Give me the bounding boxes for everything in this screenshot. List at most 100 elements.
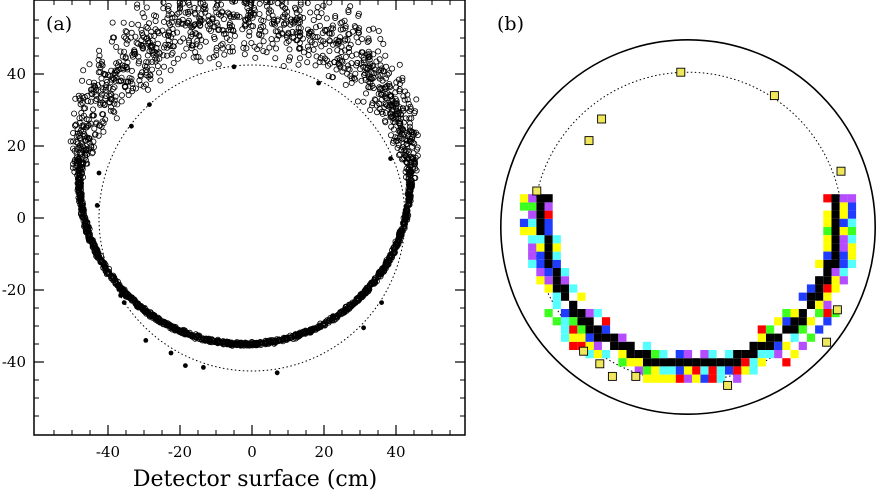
pixel-hit	[823, 284, 832, 293]
open-circle-point	[226, 339, 233, 346]
open-circle-point	[92, 248, 99, 255]
open-circle-point	[77, 101, 84, 108]
open-circle-point	[345, 7, 352, 14]
open-circle-point	[295, 29, 302, 36]
open-circle-point	[360, 59, 367, 66]
pixel-hit	[806, 317, 816, 326]
open-circle-point	[81, 94, 88, 101]
open-circle-point	[398, 228, 405, 235]
pixel-hit	[790, 317, 799, 326]
open-circle-point	[93, 86, 100, 93]
pixel-hit	[847, 227, 857, 236]
pixel-hit	[823, 218, 832, 227]
pixel-hit	[847, 259, 857, 268]
pixel-hit	[593, 325, 602, 334]
pixel-hit	[716, 358, 725, 367]
open-circle-point	[227, 14, 234, 21]
pixel-hit	[790, 309, 799, 318]
open-circle-point	[79, 211, 86, 218]
open-circle-point	[190, 54, 197, 61]
open-circle-point	[128, 21, 135, 28]
open-circle-point	[408, 115, 415, 122]
open-circle-point	[258, 17, 265, 24]
open-circle-point	[317, 320, 324, 327]
open-circle-point	[354, 295, 361, 302]
pixel-hit	[544, 227, 553, 236]
pixel-hit	[683, 350, 693, 359]
open-circle-point	[70, 129, 77, 136]
open-circle-point	[164, 321, 171, 328]
open-circle-point	[342, 36, 349, 43]
open-circle-point	[197, 58, 204, 65]
open-circle-point	[166, 29, 173, 36]
open-circle-point	[230, 13, 237, 20]
open-circle-point	[193, 53, 200, 60]
open-circle-point	[86, 232, 93, 239]
open-circle-point	[219, 45, 226, 52]
open-circle-point	[157, 77, 164, 84]
pixel-hit	[528, 243, 537, 252]
pixel-hit	[839, 235, 848, 244]
open-circle-point	[296, 16, 303, 23]
pixel-hit	[831, 251, 840, 260]
open-circle-point	[358, 49, 365, 56]
open-circle-point	[366, 281, 373, 288]
pixel-hit	[823, 243, 832, 252]
open-circle-point	[226, 10, 233, 17]
filled-point	[388, 156, 393, 162]
open-circle-point	[402, 149, 409, 156]
filled-point	[118, 293, 123, 298]
pixel-hit	[823, 259, 832, 268]
pixel-hit	[692, 358, 701, 367]
open-circle-point	[318, 10, 325, 17]
open-circle-point	[102, 263, 109, 270]
open-circle-point	[398, 130, 405, 137]
pixel-hit	[749, 358, 758, 367]
open-circle-point	[151, 32, 158, 39]
pixel-hit	[823, 276, 832, 285]
open-circle-point	[167, 67, 174, 74]
open-circle-point	[81, 221, 88, 228]
pixel-hit	[749, 366, 758, 375]
pixel-hit	[626, 350, 635, 359]
open-circle-point	[347, 41, 354, 48]
open-circle-point	[402, 146, 409, 153]
open-circle-point	[282, 20, 289, 27]
pixel-hit	[577, 341, 586, 350]
open-circle-point	[99, 62, 106, 69]
open-circle-point	[324, 62, 331, 69]
open-circle-point	[312, 34, 319, 41]
open-circle-point	[75, 92, 82, 99]
open-circle-point	[143, 64, 150, 71]
open-circle-point	[100, 128, 107, 135]
open-circle-point	[375, 48, 382, 55]
pixel-hit	[618, 350, 627, 359]
open-circle-point	[222, 30, 229, 37]
open-circle-point	[122, 55, 129, 62]
pixel-hit	[774, 350, 783, 359]
open-circle-point	[358, 52, 365, 59]
pixel-hit	[823, 235, 832, 244]
pixel-hit	[675, 350, 684, 359]
open-circle-point	[80, 210, 87, 217]
pixel-hit	[782, 317, 791, 326]
pixel-hit	[560, 284, 570, 293]
pixel-hit	[552, 276, 561, 285]
filled-point	[143, 338, 149, 343]
open-circle-point	[396, 88, 403, 95]
pixel-hit	[651, 358, 660, 367]
pixel-hit	[634, 358, 643, 367]
open-circle-point	[121, 63, 128, 70]
open-circle-point	[202, 38, 209, 45]
pixel-hit	[765, 333, 775, 342]
open-circle-point	[362, 90, 369, 97]
open-circle-point	[218, 12, 225, 19]
pixel-hit	[536, 251, 545, 260]
open-circle-point	[364, 70, 371, 77]
open-circle-point	[399, 105, 406, 112]
open-circle-point	[397, 115, 404, 122]
open-circle-point	[355, 39, 362, 46]
pixel-hit	[774, 341, 783, 350]
pixel-hit	[757, 358, 766, 367]
open-circle-point	[138, 26, 145, 33]
